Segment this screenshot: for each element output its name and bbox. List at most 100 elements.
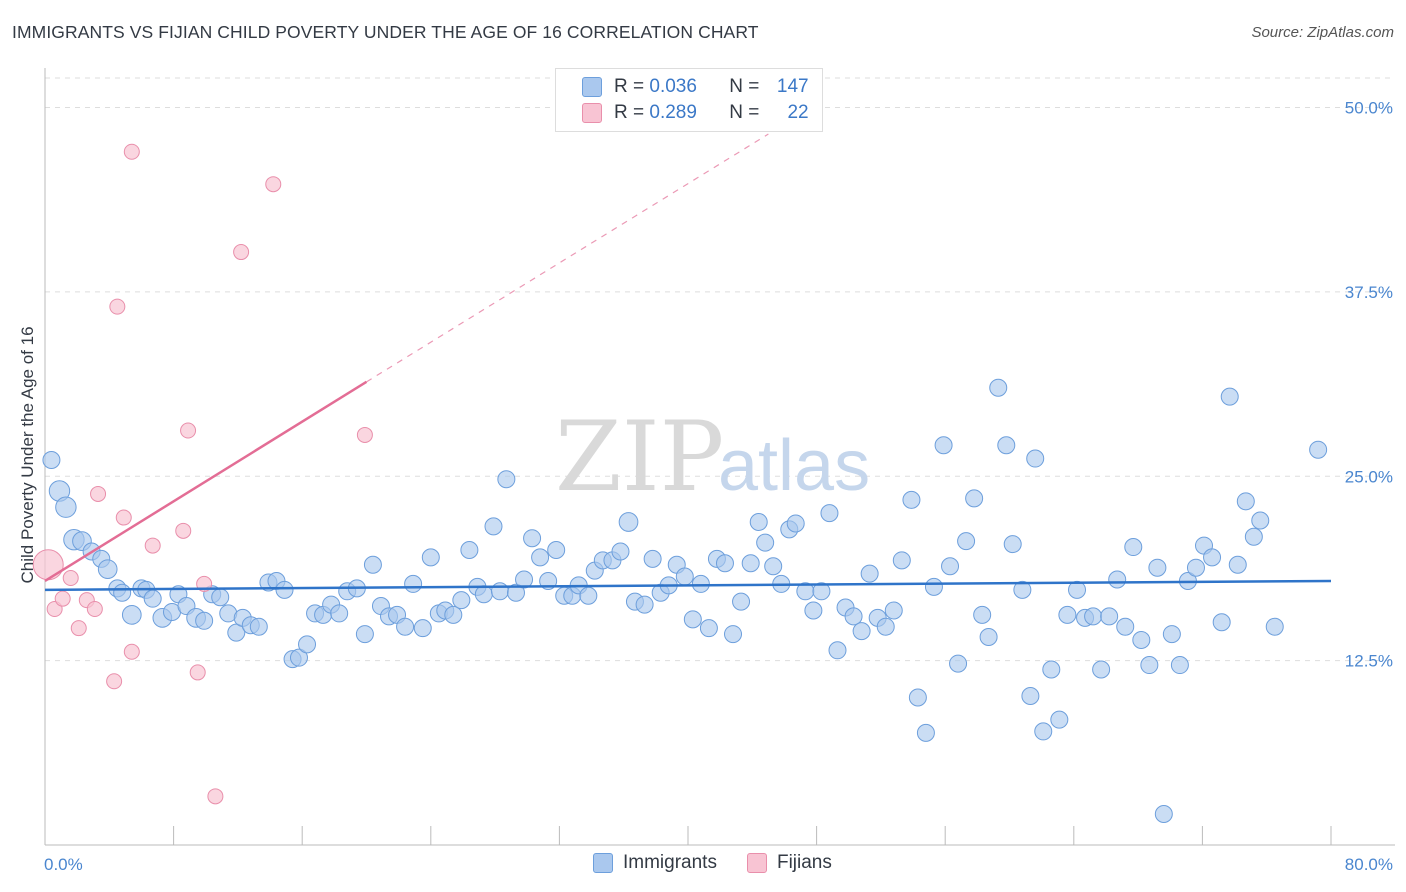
legend-n-label: N = [729, 76, 760, 97]
legend-n-value: 22 [787, 102, 809, 123]
immigrants-point [979, 628, 998, 647]
immigrants-point [1140, 656, 1159, 675]
fijians-point [62, 570, 79, 587]
immigrants-point [892, 551, 911, 570]
immigrants-point [490, 582, 509, 601]
immigrants-point [635, 595, 654, 614]
fijians-trend-extension [366, 133, 769, 383]
immigrants-legend-label: Immigrants [623, 852, 717, 873]
immigrants-point [724, 625, 743, 644]
legend-r-label: R = [614, 76, 645, 97]
fijians-point [180, 422, 197, 439]
immigrants-point [547, 541, 566, 559]
fijians-swatch [582, 103, 602, 123]
immigrants-point [844, 607, 863, 626]
fijians-point [265, 176, 282, 193]
immigrants-point [924, 577, 943, 596]
legend-row-immigrants: R = 0.036 N = 147 [582, 75, 809, 99]
immigrants-point [786, 514, 805, 533]
immigrants-point [741, 554, 760, 573]
immigrants-point [749, 512, 768, 531]
immigrants-point [1021, 687, 1040, 706]
source-credit: Source: ZipAtlas.com [1251, 24, 1394, 41]
immigrants-point [474, 585, 493, 604]
chart-title: IMMIGRANTS VS FIJIAN CHILD POVERTY UNDER… [12, 22, 759, 42]
trend-lines [44, 133, 1332, 592]
immigrants-point [1003, 535, 1022, 554]
fijians-point [123, 143, 140, 160]
immigrants-point [1034, 722, 1053, 741]
immigrants-point [143, 589, 162, 608]
immigrants-point [934, 436, 953, 455]
immigrants-point [941, 557, 960, 576]
immigrants-point [1162, 625, 1181, 644]
legend-item-immigrants: Immigrants [593, 852, 717, 874]
immigrants-point [211, 588, 230, 607]
watermark-atlas: atlas [718, 426, 870, 506]
fijians-point [106, 673, 123, 690]
immigrants-swatch [582, 77, 602, 97]
immigrants-point [363, 555, 382, 574]
immigrants-point [675, 567, 694, 586]
immigrants-point [908, 688, 927, 707]
immigrants-point [515, 570, 534, 589]
y-tick-label: 12.5% [1345, 652, 1393, 671]
immigrants-point [249, 617, 268, 636]
immigrants-point [523, 529, 542, 548]
immigrants-point [42, 451, 61, 470]
immigrants-point [957, 532, 976, 551]
tick-labels: 12.5% 25.0% 37.5% 50.0% 0.0% 80.0% [44, 99, 1393, 875]
immigrants-point [876, 617, 895, 636]
immigrants-point [1220, 387, 1239, 406]
immigrants-point [413, 619, 432, 638]
immigrants-point [484, 517, 503, 536]
immigrants-point [860, 564, 879, 583]
immigrants-trend-line [44, 579, 1332, 592]
immigrants-point [691, 574, 710, 593]
immigrants-point [1244, 527, 1263, 546]
immigrants-point [1148, 558, 1167, 577]
immigrants-point [1265, 617, 1284, 636]
immigrants-point [1309, 440, 1328, 459]
immigrants-point [195, 611, 214, 630]
immigrants-point [497, 470, 516, 489]
fijians-point [175, 522, 192, 539]
immigrants-point [55, 496, 77, 518]
immigrants-point [1108, 570, 1127, 589]
legend-item-fijians: Fijians [746, 852, 832, 874]
immigrants-point [1026, 449, 1045, 468]
immigrants-point [1228, 555, 1247, 574]
immigrants-point [1116, 617, 1135, 636]
immigrants-point [1013, 580, 1032, 599]
legend-n-label: N = [729, 102, 760, 123]
immigrants-point [113, 583, 132, 602]
immigrants-point [452, 591, 471, 610]
correlation-legend: R = 0.036 N = 147 R = 0.289 N = 22 [555, 68, 823, 132]
fijians-point [54, 590, 71, 607]
immigrants-point [97, 559, 118, 580]
immigrants-point [355, 625, 374, 644]
immigrants-point [965, 489, 984, 508]
data-points [32, 143, 1328, 824]
watermark-zip: ZIP [555, 401, 724, 513]
immigrants-point [1212, 613, 1231, 632]
immigrants-point [989, 378, 1008, 397]
immigrants-point [715, 554, 734, 573]
fijians-point [233, 244, 250, 261]
fijians-point [109, 298, 126, 315]
fijians-point [86, 601, 103, 617]
immigrants-point [997, 436, 1016, 455]
immigrants-point [643, 549, 662, 568]
y-tick-label: 37.5% [1345, 283, 1393, 302]
fijians-point [207, 788, 224, 805]
immigrants-point [1124, 538, 1143, 557]
immigrants-point [916, 723, 935, 742]
immigrants-point [1042, 660, 1061, 679]
y-tick-label: 50.0% [1345, 99, 1393, 118]
immigrants-point [506, 583, 525, 602]
y-tick-label: 25.0% [1345, 467, 1393, 486]
immigrants-point [852, 622, 871, 641]
x-tick-label-min: 0.0% [44, 855, 83, 874]
legend-n-value: 147 [776, 76, 809, 97]
